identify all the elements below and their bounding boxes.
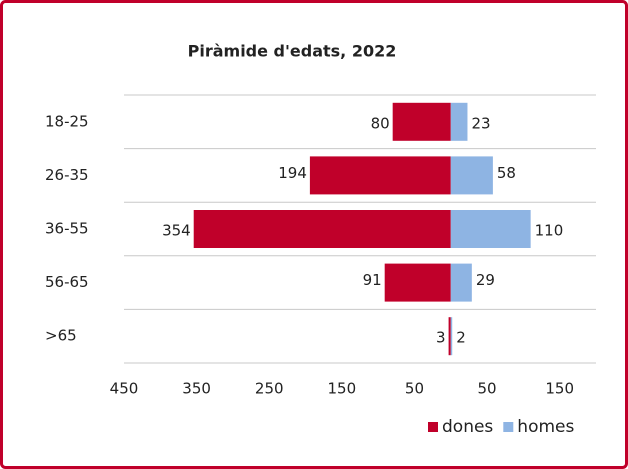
x-tick-label: 50 [478,380,497,398]
bar [384,263,451,302]
bar [450,210,531,248]
bar [450,317,453,356]
x-tick-label: 50 [405,380,424,398]
y-tick-label: 18-25 [45,112,89,130]
data-label: 23 [471,114,490,132]
x-tick-label: 350 [182,380,211,398]
data-label: 80 [371,114,390,132]
y-tick-label: 26-35 [45,166,89,184]
bar [392,102,451,141]
data-label: 194 [278,164,307,182]
legend-swatch [503,422,514,432]
bar [450,102,468,141]
y-tick-label: 36-55 [45,220,89,238]
data-label: 2 [456,329,466,347]
bar [309,156,451,195]
x-tick-label: 450 [110,380,139,398]
data-label: 29 [476,271,495,289]
y-tick-label: >65 [45,327,77,345]
data-label: 91 [363,271,382,289]
bar [448,317,451,356]
bar [193,210,451,248]
legend-swatch [428,422,438,432]
chart-title: Piràmide d'edats, 2022 [188,42,397,61]
y-tick-label: 56-65 [45,273,89,291]
data-label: 354 [162,222,191,240]
legend-label: dones [442,417,493,437]
bar [450,263,472,302]
bar [450,156,493,195]
legend-label: homes [517,417,574,437]
data-label: 3 [436,329,446,347]
x-tick-label: 150 [545,380,574,398]
x-tick-label: 250 [255,380,284,398]
data-label: 110 [535,222,564,240]
data-label: 58 [497,164,516,182]
x-tick-label: 150 [328,380,357,398]
